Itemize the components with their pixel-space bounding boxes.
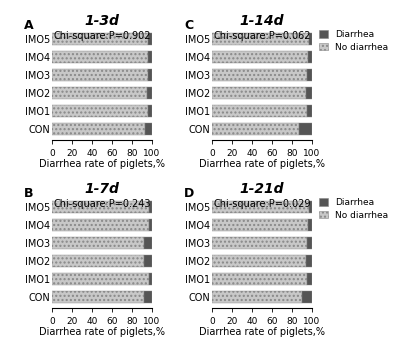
Title: 1-21d: 1-21d [240,182,284,196]
Text: D: D [184,187,194,200]
Bar [308,51,312,63]
Bar [52,255,144,267]
Bar [52,69,148,81]
Bar [212,219,308,231]
Bar [52,51,148,63]
Bar [147,87,152,99]
X-axis label: Diarrhea rate of piglets,%: Diarrhea rate of piglets,% [199,159,325,169]
Bar [52,219,149,231]
Bar [212,273,307,285]
X-axis label: Diarrhea rate of piglets,%: Diarrhea rate of piglets,% [199,327,325,337]
Bar [302,291,312,303]
Bar [52,123,145,135]
Bar [52,33,148,45]
Text: Chi-square:P=0.902: Chi-square:P=0.902 [53,31,151,41]
Bar [145,123,152,135]
Text: A: A [24,19,34,32]
X-axis label: Diarrhea rate of piglets,%: Diarrhea rate of piglets,% [39,159,165,169]
Bar [308,219,312,231]
Bar [212,237,307,249]
Bar [52,87,147,99]
X-axis label: Diarrhea rate of piglets,%: Diarrhea rate of piglets,% [39,327,165,337]
Bar [212,33,309,45]
Bar [52,291,144,303]
Text: Chi-square:P=0.029: Chi-square:P=0.029 [213,199,311,209]
Bar [148,51,152,63]
Title: 1-14d: 1-14d [240,14,284,28]
Title: 1-3d: 1-3d [84,14,120,28]
Bar [52,273,149,285]
Bar [306,87,312,99]
Bar [148,33,152,45]
Text: B: B [24,187,34,200]
Bar [144,255,152,267]
Title: 1-7d: 1-7d [84,182,120,196]
Bar [307,273,312,285]
Bar [212,51,308,63]
Bar [307,69,312,81]
Text: Chi-square:P=0.243: Chi-square:P=0.243 [53,199,151,209]
Bar [212,255,306,267]
Legend: Diarrhea, No diarrhea: Diarrhea, No diarrhea [318,198,388,220]
Bar [149,219,152,231]
Bar [212,201,309,213]
Bar [212,291,302,303]
Bar [148,105,152,117]
Bar [149,201,152,213]
Bar [212,87,306,99]
Bar [212,123,299,135]
Bar [307,105,312,117]
Bar [309,201,312,213]
Legend: Diarrhea, No diarrhea: Diarrhea, No diarrhea [318,30,388,52]
Bar [52,105,148,117]
Text: C: C [184,19,193,32]
Bar [144,237,152,249]
Bar [52,237,144,249]
Bar [306,255,312,267]
Bar [309,33,312,45]
Bar [307,237,312,249]
Bar [52,201,149,213]
Bar [148,69,152,81]
Bar [149,273,152,285]
Bar [144,291,152,303]
Bar [212,105,307,117]
Text: Chi-square:P=0.062: Chi-square:P=0.062 [213,31,311,41]
Bar [212,69,307,81]
Bar [299,123,312,135]
